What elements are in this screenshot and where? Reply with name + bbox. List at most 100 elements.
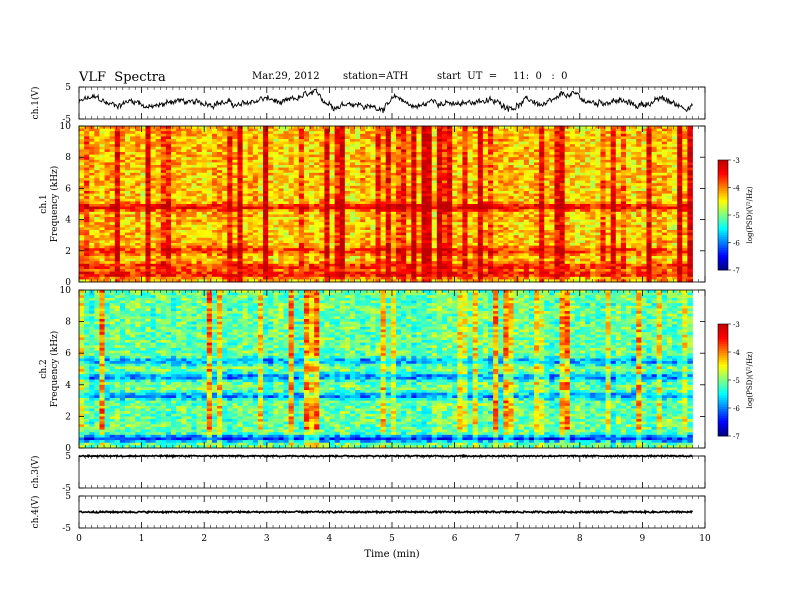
spectrogram-cell	[656, 196, 663, 200]
spectrogram-cell	[370, 204, 376, 207]
spectrogram-cell	[605, 146, 612, 150]
spectrogram-cell	[656, 144, 663, 148]
spectrogram-cell	[360, 211, 366, 215]
spectrogram-cell	[206, 219, 213, 223]
spectrogram-cell	[365, 178, 371, 181]
spectrogram-cell	[278, 146, 284, 150]
spectrogram-cell	[462, 172, 468, 176]
spectrogram-cell	[176, 175, 182, 179]
spectrogram-cell	[513, 167, 520, 171]
spectrogram-cell	[574, 162, 581, 166]
spectrogram-cell	[580, 206, 586, 210]
spectrogram-cell	[237, 159, 243, 163]
spectrogram-cell	[467, 152, 474, 155]
spectrogram-cell	[518, 131, 525, 135]
spectrogram-cell	[661, 154, 668, 158]
spectrogram-cell	[646, 157, 652, 161]
spectrogram-cell	[360, 165, 366, 168]
spectrogram-cell	[130, 183, 136, 187]
spectrogram-cell	[309, 206, 315, 210]
spectrogram-cell	[666, 165, 673, 168]
spectrogram-cell	[401, 222, 407, 226]
spectrogram-cell	[493, 204, 499, 207]
spectrogram-cell	[590, 230, 596, 233]
spectrogram-cell	[263, 128, 269, 132]
spectrogram-cell	[503, 227, 509, 231]
spectrogram-cell	[380, 172, 387, 176]
spectrogram-cell	[360, 144, 366, 148]
spectrogram-cell	[278, 133, 284, 137]
spectrogram-cell	[360, 196, 366, 200]
spectrogram-cell	[114, 165, 121, 168]
spectrogram-cell	[687, 227, 693, 231]
spectrogram-cell	[641, 230, 647, 233]
spectrogram-cell	[360, 146, 366, 150]
spectrogram-cell	[247, 133, 254, 137]
spectrogram-cell	[314, 139, 320, 142]
spectrogram-cell	[436, 217, 443, 220]
spectrogram-cell	[426, 175, 433, 179]
spectrogram-cell	[89, 227, 95, 231]
spectrogram-cell	[339, 133, 346, 137]
spectrogram-cell	[165, 183, 172, 187]
spectrogram-cell	[580, 188, 586, 192]
spectrogram-cell	[447, 144, 453, 148]
spectrogram-cell	[349, 230, 356, 233]
spectrogram-cell	[191, 219, 197, 223]
station-label: station=ATH	[343, 71, 409, 82]
spectrogram-cell	[503, 165, 509, 168]
spectrogram-cell	[610, 217, 617, 220]
spectrogram-cell	[135, 219, 141, 223]
spectrogram-cell	[636, 167, 642, 171]
spectrogram-cell	[130, 191, 136, 194]
spectrogram-cell	[493, 211, 499, 215]
spectrogram-cell	[257, 152, 264, 155]
spectrogram-cell	[104, 172, 111, 176]
spectrogram-cell	[477, 209, 484, 213]
spectrogram-cell	[528, 211, 535, 215]
spectrogram-cell	[349, 172, 356, 176]
spectrogram-cell	[109, 196, 116, 200]
spectrogram-cell	[636, 227, 642, 231]
spectrogram-cell	[544, 183, 550, 187]
spectrogram-cell	[631, 211, 637, 215]
spectrogram-cell	[431, 191, 438, 194]
spectrogram-cell	[155, 201, 162, 205]
spectrogram-cell	[646, 180, 652, 184]
spectrogram-cell	[150, 141, 157, 145]
spectrogram-cell	[585, 128, 591, 132]
spectrogram-cell	[375, 149, 382, 153]
spectrogram-cell	[150, 144, 157, 148]
spectrogram-cell	[457, 131, 463, 135]
spectrogram-cell	[191, 224, 197, 228]
spectrogram-cell	[677, 219, 683, 223]
spectrogram-cell	[370, 167, 376, 171]
spectrogram-cell	[125, 144, 131, 148]
spectrogram-cell	[508, 214, 514, 218]
spectrogram-cell	[390, 185, 397, 189]
spectrogram-cell	[431, 126, 438, 129]
spectrogram-cell	[411, 128, 417, 132]
spectrogram-cell	[477, 165, 484, 168]
spectrogram-cell	[549, 157, 555, 161]
spectrogram-cell	[426, 193, 433, 197]
spectrogram-cell	[626, 144, 632, 148]
spectrogram-cell	[370, 152, 376, 155]
spectrogram-cell	[487, 222, 494, 226]
spectrogram-cell	[370, 222, 376, 226]
spectrogram-cell	[125, 191, 131, 194]
spectrogram-cell	[135, 211, 141, 215]
spectrogram-cell	[503, 126, 509, 129]
spectrogram-cell	[130, 198, 136, 202]
spectrogram-cell	[528, 204, 535, 207]
spectrogram-cell	[160, 204, 167, 207]
spectrogram-cell	[263, 178, 269, 181]
spectrogram-cell	[457, 146, 463, 150]
spectrogram-cell	[569, 139, 576, 142]
spectrogram-cell	[549, 152, 555, 155]
spectrogram-cell	[677, 154, 683, 158]
spectrogram-cell	[109, 214, 116, 218]
spectrogram-cell	[610, 175, 617, 179]
spectrogram-cell	[436, 159, 443, 163]
spectrogram-cell	[605, 144, 612, 148]
